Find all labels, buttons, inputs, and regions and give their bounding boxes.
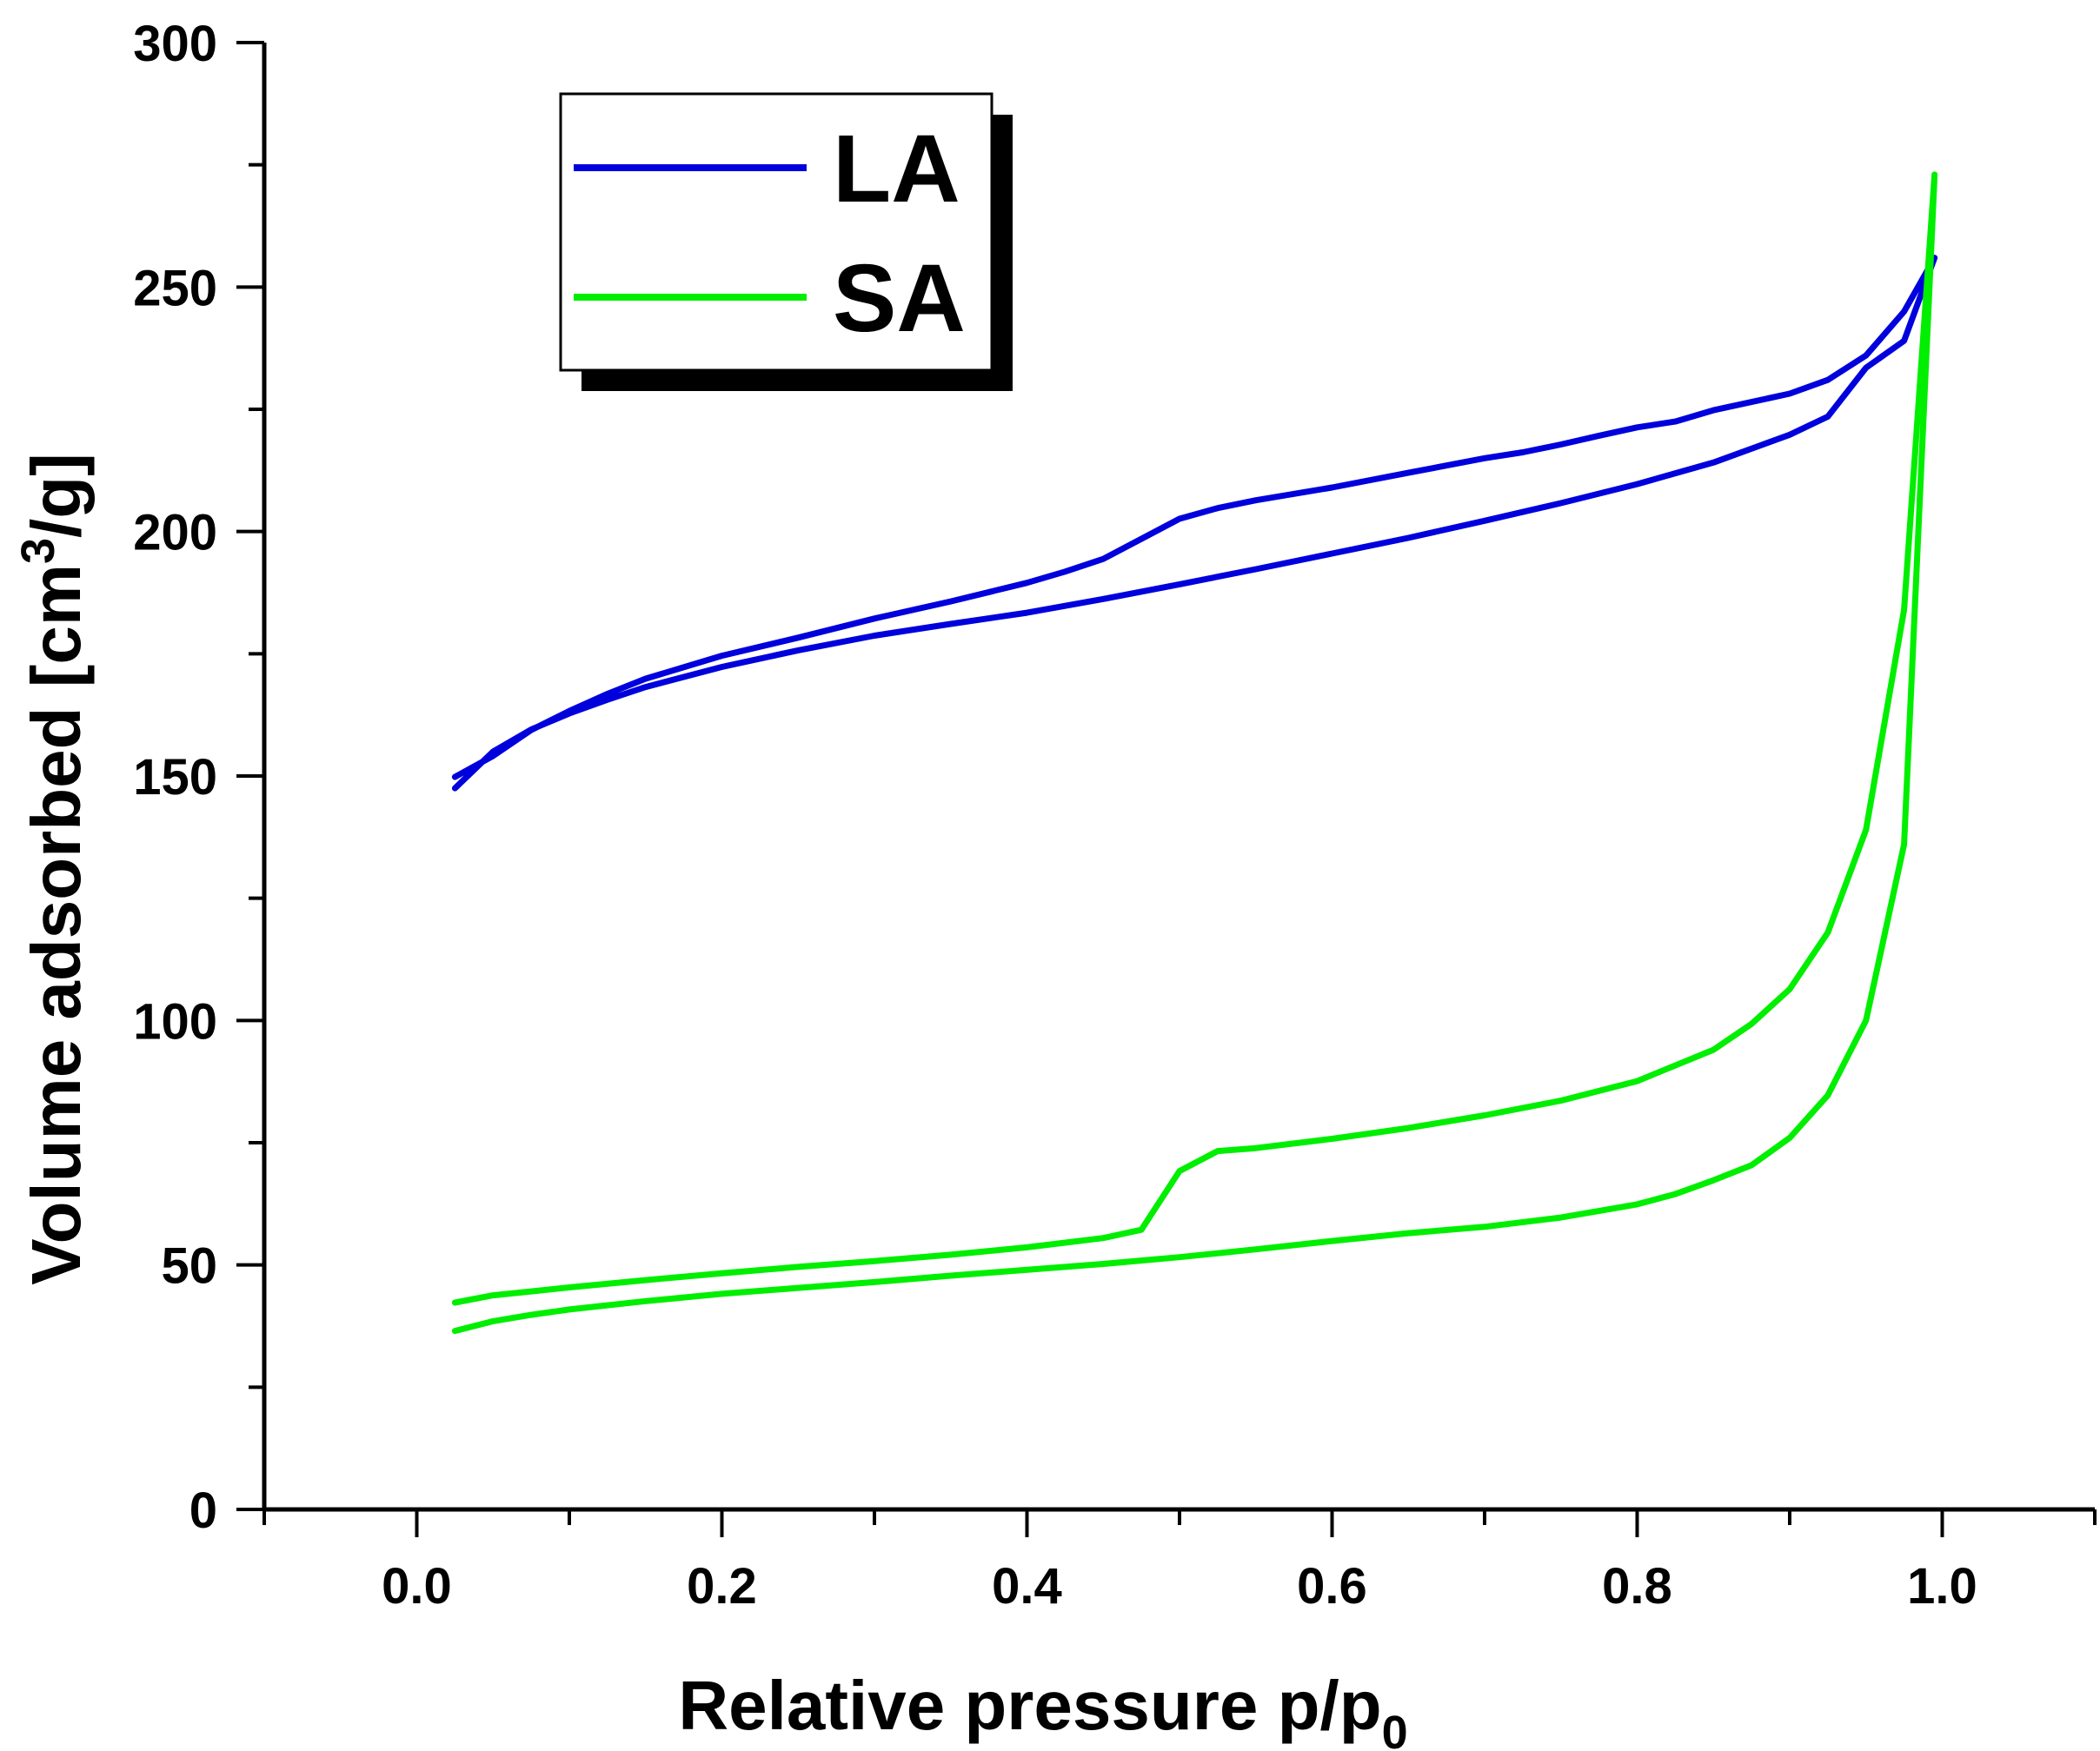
x-axis-title-subscript: 0	[1382, 1707, 1408, 1751]
x-axis-title-main: Relative pressure p/p	[678, 1667, 1381, 1744]
x-tick-label: 1.0	[1907, 1558, 1977, 1615]
y-tick-label: 0	[189, 1482, 217, 1539]
y-tick-label: 50	[161, 1238, 217, 1295]
y-tick-label: 100	[133, 993, 217, 1050]
series-layer	[451, 171, 1938, 1335]
y-axis-title: Volume adsorbed [cm3/g]	[12, 453, 95, 1285]
y-tick-label: 150	[133, 749, 217, 806]
axes: 0.0 0.2 0.4 0.6 0.8 1.0 0 50 100 150 200 250 300	[133, 16, 2097, 1615]
y-tick-label: 250	[133, 260, 217, 316]
y-tick-label: 200	[133, 505, 217, 561]
series-line-la	[451, 255, 1938, 792]
series-line-sa	[451, 171, 1938, 1335]
legend-box	[559, 92, 994, 372]
x-tick-label: 0.2	[687, 1558, 757, 1615]
legend-label-la: LA	[833, 116, 960, 222]
x-tick-label: 0.0	[382, 1558, 452, 1615]
x-axis-title: Relative pressure p/p0	[678, 1667, 1407, 1751]
y-tick-label: 300	[133, 16, 217, 72]
y-axis-title-main: Volume adsorbed [cm	[17, 564, 95, 1285]
legend: LA SA	[559, 92, 1013, 391]
legend-label-sa: SA	[833, 245, 966, 352]
y-axis-title-end: /g]	[17, 453, 95, 538]
x-tick-label: 0.6	[1297, 1558, 1367, 1615]
y-axis-title-superscript: 3	[12, 538, 64, 564]
x-tick-label: 0.8	[1602, 1558, 1672, 1615]
x-tick-label: 0.4	[992, 1558, 1062, 1615]
